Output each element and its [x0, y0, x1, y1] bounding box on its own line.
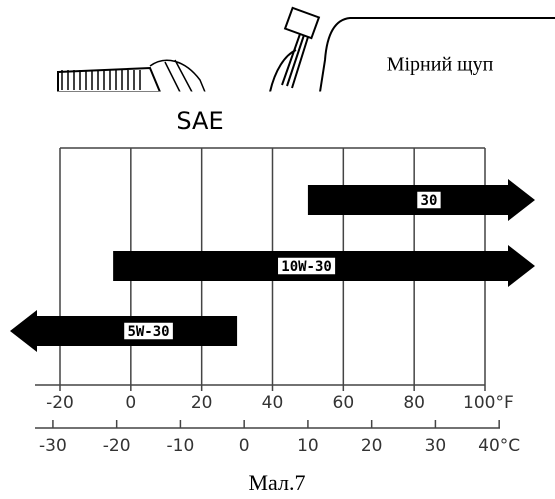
range-label: 10W-30: [281, 259, 332, 275]
x-tick-label: 60: [333, 393, 355, 413]
label-box: [276, 256, 337, 276]
illustration: [0, 6, 555, 95]
callout: Мірний щуп: [387, 54, 494, 76]
x2-tick-label: 30: [425, 436, 447, 456]
x-tick-label: 100°F: [463, 393, 514, 413]
label-box: [415, 190, 443, 210]
x-tick-label: 40: [262, 393, 284, 413]
x2-tick-label: -30: [39, 436, 67, 456]
x2-tick-label: 10: [297, 436, 319, 456]
caption: Мал.7: [249, 470, 306, 495]
x-tick-label: 20: [191, 393, 213, 413]
x2-tick-label: 40°C: [478, 436, 520, 456]
x2-tick-label: -20: [103, 436, 131, 456]
x2-tick-label: 0: [239, 436, 250, 456]
chart-title: SAE: [176, 107, 223, 135]
range-label: 30: [421, 193, 438, 209]
x-tick-label: 80: [403, 393, 425, 413]
label-box: [122, 321, 175, 341]
x-tick-label: -20: [46, 393, 74, 413]
x2-tick-label: -10: [167, 436, 195, 456]
range-label: 5W-30: [127, 324, 169, 340]
x2-tick-label: 20: [361, 436, 383, 456]
x-tick-label: 0: [125, 393, 136, 413]
